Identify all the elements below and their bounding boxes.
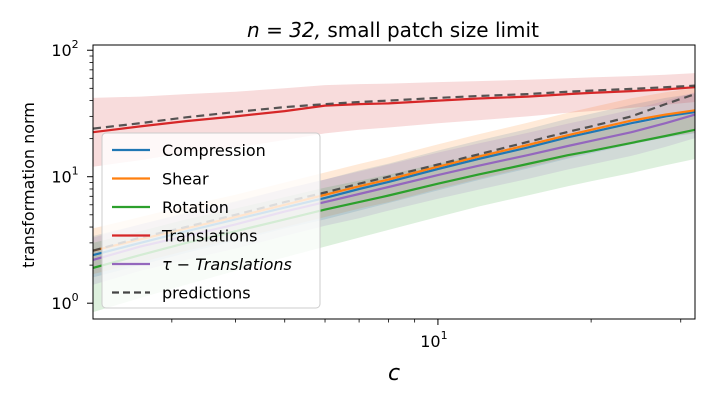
legend-label-shear: Shear [162, 170, 209, 189]
chart-title-suffix: small patch size limit [327, 18, 539, 42]
chart-title: n = 32, small patch size limit [247, 18, 539, 42]
line-translations [93, 86, 695, 134]
legend-box [101, 132, 321, 309]
y-tick-label: 100 [51, 291, 78, 313]
chart-title-prefix: n = 32, [247, 18, 327, 42]
legend-label-predictions: predictions [162, 284, 251, 303]
y-tick-label: 101 [51, 165, 78, 187]
legend-label-rotation: Rotation [162, 198, 229, 217]
x-axis-label: c [388, 361, 400, 386]
legend: Compression Shear Rotation Translations τ − … [101, 132, 321, 309]
x-tick-label: 101 [420, 329, 447, 351]
axes: 100 101 102 101 [51, 38, 696, 351]
legend-label-translations: τ − Translations [162, 255, 292, 274]
y-tick-label: 102 [51, 38, 78, 60]
y-axis-label: transformation norm [19, 102, 38, 268]
plot-frame [92, 44, 696, 320]
legend-label-translations: Translations [161, 227, 258, 246]
line-predictions-upper [93, 84, 695, 130]
legend-label-compression: Compression [162, 141, 266, 160]
